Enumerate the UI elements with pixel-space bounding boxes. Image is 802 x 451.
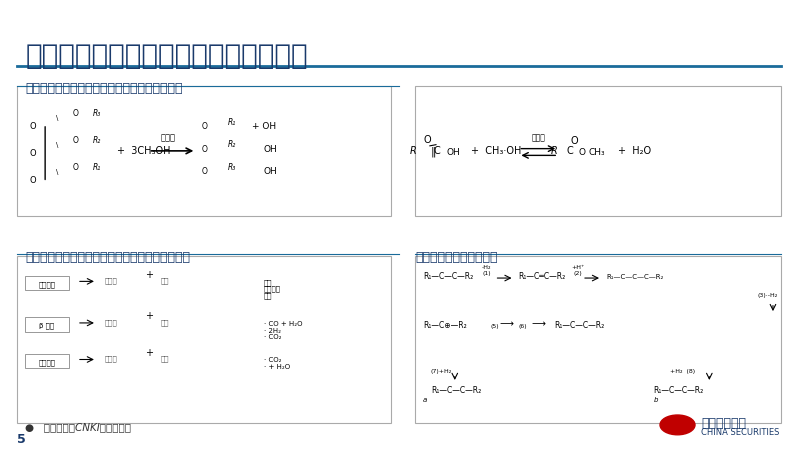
Text: C: C: [566, 146, 573, 156]
Text: +H₂  (8): +H₂ (8): [670, 368, 695, 373]
Bar: [415, 87, 781, 216]
Text: C: C: [433, 146, 440, 156]
Text: R₁—C═C—R₂: R₁—C═C—R₂: [518, 272, 565, 281]
Circle shape: [660, 415, 695, 435]
Text: 催化剂: 催化剂: [532, 133, 545, 143]
Text: 5: 5: [18, 432, 26, 445]
Text: +  H₂O: + H₂O: [618, 146, 651, 156]
Bar: [25, 354, 69, 368]
Text: CH₃: CH₃: [589, 148, 605, 157]
Text: O: O: [30, 176, 37, 185]
Text: O: O: [73, 136, 79, 145]
Text: +  3CH₃OH: + 3CH₃OH: [117, 146, 170, 156]
Text: ⌒⌒⌒: ⌒⌒⌒: [105, 277, 118, 283]
Bar: [25, 318, 69, 332]
Text: a: a: [423, 396, 427, 402]
Bar: [25, 276, 69, 291]
Bar: [18, 257, 391, 423]
Text: OH: OH: [264, 167, 277, 176]
Text: R₁—C—C—R₂: R₁—C—C—R₂: [554, 320, 605, 329]
Bar: [18, 87, 391, 216]
Text: O: O: [73, 162, 79, 171]
Text: O: O: [30, 122, 37, 131]
Text: 直接氢化: 直接氢化: [38, 359, 55, 365]
Text: \: \: [56, 169, 59, 175]
Text: +H⁺
(2): +H⁺ (2): [572, 264, 585, 275]
Text: ⟶: ⟶: [531, 319, 545, 329]
Text: · + H₂O: · + H₂O: [264, 364, 290, 369]
Text: OH: OH: [446, 148, 460, 157]
Text: O: O: [73, 109, 79, 118]
Text: ‖: ‖: [431, 146, 436, 156]
Text: · CO + H₂O: · CO + H₂O: [264, 320, 302, 326]
Text: · CO₂: · CO₂: [264, 357, 282, 363]
Text: (5): (5): [490, 323, 499, 328]
Text: +  CH₃·OH: + CH₃·OH: [471, 146, 521, 156]
Text: ⌒⌒⌒: ⌒⌒⌒: [105, 354, 118, 361]
Text: O: O: [201, 122, 207, 131]
Text: O: O: [201, 167, 207, 176]
Text: \: \: [56, 115, 59, 121]
Text: +: +: [144, 269, 152, 279]
Bar: [415, 257, 781, 423]
Text: (7)+H₂: (7)+H₂: [431, 368, 452, 373]
Text: 催化剂: 催化剂: [161, 133, 176, 143]
Text: +: +: [144, 347, 152, 357]
Text: 十件过程: 十件过程: [38, 281, 55, 287]
Text: 脱羧: 脱羧: [264, 292, 273, 299]
Text: b: b: [654, 396, 658, 402]
Text: + OH: + OH: [252, 122, 276, 131]
Text: R₁: R₁: [228, 118, 237, 127]
Text: β 开解: β 开解: [39, 322, 55, 329]
Text: R: R: [409, 146, 416, 156]
Text: R₁—C—C—R₂: R₁—C—C—R₂: [654, 385, 704, 394]
Text: ⌒⌒: ⌒⌒: [160, 318, 169, 325]
Text: O: O: [570, 135, 577, 146]
Text: ⟶: ⟶: [500, 319, 513, 329]
Text: R₂: R₂: [228, 140, 237, 149]
Text: \: \: [56, 142, 59, 148]
Text: R₁—C—C—R₂: R₁—C—C—R₂: [431, 385, 481, 394]
Text: R₂: R₂: [93, 136, 101, 145]
Text: +: +: [144, 311, 152, 321]
Text: 图：正构烷烃异构化过程: 图：正构烷烃异构化过程: [415, 250, 497, 263]
Text: -H₂
(1): -H₂ (1): [482, 264, 492, 275]
Text: CHINA SECURITIES: CHINA SECURITIES: [702, 427, 780, 436]
Text: O: O: [423, 134, 431, 145]
Text: R₁: R₁: [93, 162, 101, 171]
Text: 中信建投证券: 中信建投证券: [702, 416, 747, 429]
Text: ⌒⌒: ⌒⌒: [160, 354, 169, 361]
Text: 脱氧: 脱氧: [264, 278, 273, 285]
Text: O: O: [30, 149, 37, 158]
Text: 图：第一代生物柴油反应原理（酯交换、酯化）: 图：第一代生物柴油反应原理（酯交换、酯化）: [25, 82, 183, 95]
Text: R₃: R₃: [93, 109, 101, 118]
Text: R: R: [551, 146, 557, 156]
Text: (6): (6): [518, 323, 527, 328]
Text: ⌒⌒: ⌒⌒: [160, 277, 169, 283]
Text: ●   资料来源：CNKI，中信建投: ● 资料来源：CNKI，中信建投: [25, 422, 132, 432]
Text: R₁—C—C—R₂: R₁—C—C—R₂: [423, 272, 473, 281]
Text: OH: OH: [264, 145, 277, 153]
Text: 生物柴油前景广阔，全球需求稳定增长: 生物柴油前景广阔，全球需求稳定增长: [25, 42, 308, 69]
Text: R₃: R₃: [228, 162, 237, 171]
Text: (3)·-H₂: (3)·-H₂: [757, 292, 777, 297]
Text: 加氢脱氧: 加氢脱氧: [264, 285, 281, 292]
Text: R₁—C—C—C—R₂: R₁—C—C—C—R₂: [606, 273, 663, 280]
Text: R₁—C⊕—R₂: R₁—C⊕—R₂: [423, 320, 467, 329]
Text: 图：甘油三酯加氢制备第二代生物柴油的反应过程: 图：甘油三酯加氢制备第二代生物柴油的反应过程: [25, 250, 190, 263]
Text: · 2H₂: · 2H₂: [264, 327, 281, 333]
Text: ⌒⌒⌒: ⌒⌒⌒: [105, 318, 118, 325]
Text: O: O: [201, 145, 207, 153]
Text: O: O: [579, 148, 586, 157]
Text: · CO₂: · CO₂: [264, 334, 282, 340]
